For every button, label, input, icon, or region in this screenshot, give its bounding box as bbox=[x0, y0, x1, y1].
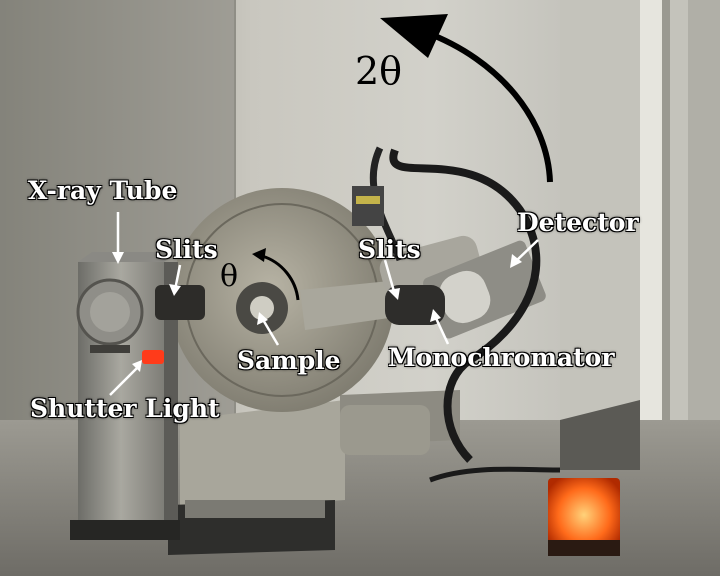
shutter-light-lamp bbox=[142, 350, 164, 364]
door-frame-rail-shadow bbox=[662, 0, 670, 576]
tower-label-plate bbox=[90, 345, 130, 353]
theta-label: θ bbox=[220, 259, 239, 294]
tower-foot bbox=[70, 520, 180, 540]
label-pointers bbox=[109, 212, 539, 396]
slits-right-pointer-head bbox=[388, 288, 400, 300]
detector-cable bbox=[389, 148, 541, 463]
shutter-light-pointer-head bbox=[132, 360, 142, 372]
goniometer-base bbox=[180, 400, 345, 510]
monochromator-label: Monochromator bbox=[388, 343, 615, 372]
two-theta-label: 2θ bbox=[355, 49, 403, 93]
detector-pointer-head bbox=[510, 254, 522, 268]
two-theta-arc-arrow bbox=[423, 29, 553, 183]
xray-tube-tower-side bbox=[164, 262, 178, 526]
xray-warning-lamp-base bbox=[548, 540, 620, 556]
two-theta-arrowhead bbox=[380, 14, 448, 58]
sample-pointer-head bbox=[257, 312, 268, 325]
slits-left-label: Slits bbox=[155, 235, 218, 264]
cable-connector-tag bbox=[356, 196, 380, 204]
incident-slits bbox=[155, 285, 205, 320]
theta-arc-arrow bbox=[261, 254, 300, 301]
monochromator-pointer bbox=[433, 315, 450, 345]
detector-cable-housing bbox=[379, 235, 481, 295]
detector-arm bbox=[300, 280, 410, 330]
xray-tube-tower-top bbox=[78, 252, 178, 262]
sample-label: Sample bbox=[237, 346, 341, 375]
shutter-light-pointer bbox=[109, 364, 141, 396]
shutter-light-label: Shutter Light bbox=[30, 394, 220, 423]
detector-label: Detector bbox=[517, 208, 639, 237]
slits-right-label: Slits bbox=[358, 235, 421, 264]
theta-arrowhead bbox=[252, 248, 266, 262]
monochromator-housing bbox=[385, 285, 445, 325]
bench-corner-shadow bbox=[560, 400, 640, 470]
cable-connector bbox=[352, 186, 384, 226]
detector-pointer bbox=[514, 239, 539, 263]
base-plate-label bbox=[185, 500, 325, 518]
xray-tube-cap bbox=[90, 292, 130, 332]
floor-cable bbox=[429, 466, 561, 483]
sample-disc bbox=[250, 296, 274, 320]
xray-tube-pointer-head bbox=[112, 252, 124, 264]
monochromator-pointer-head bbox=[430, 309, 441, 322]
slits-left-pointer-head bbox=[169, 284, 181, 296]
sample-pointer bbox=[260, 317, 280, 346]
xray-tube-label: X-ray Tube bbox=[28, 176, 178, 205]
goniometer-motor bbox=[340, 405, 430, 455]
xray-warning-lamp bbox=[548, 478, 620, 552]
